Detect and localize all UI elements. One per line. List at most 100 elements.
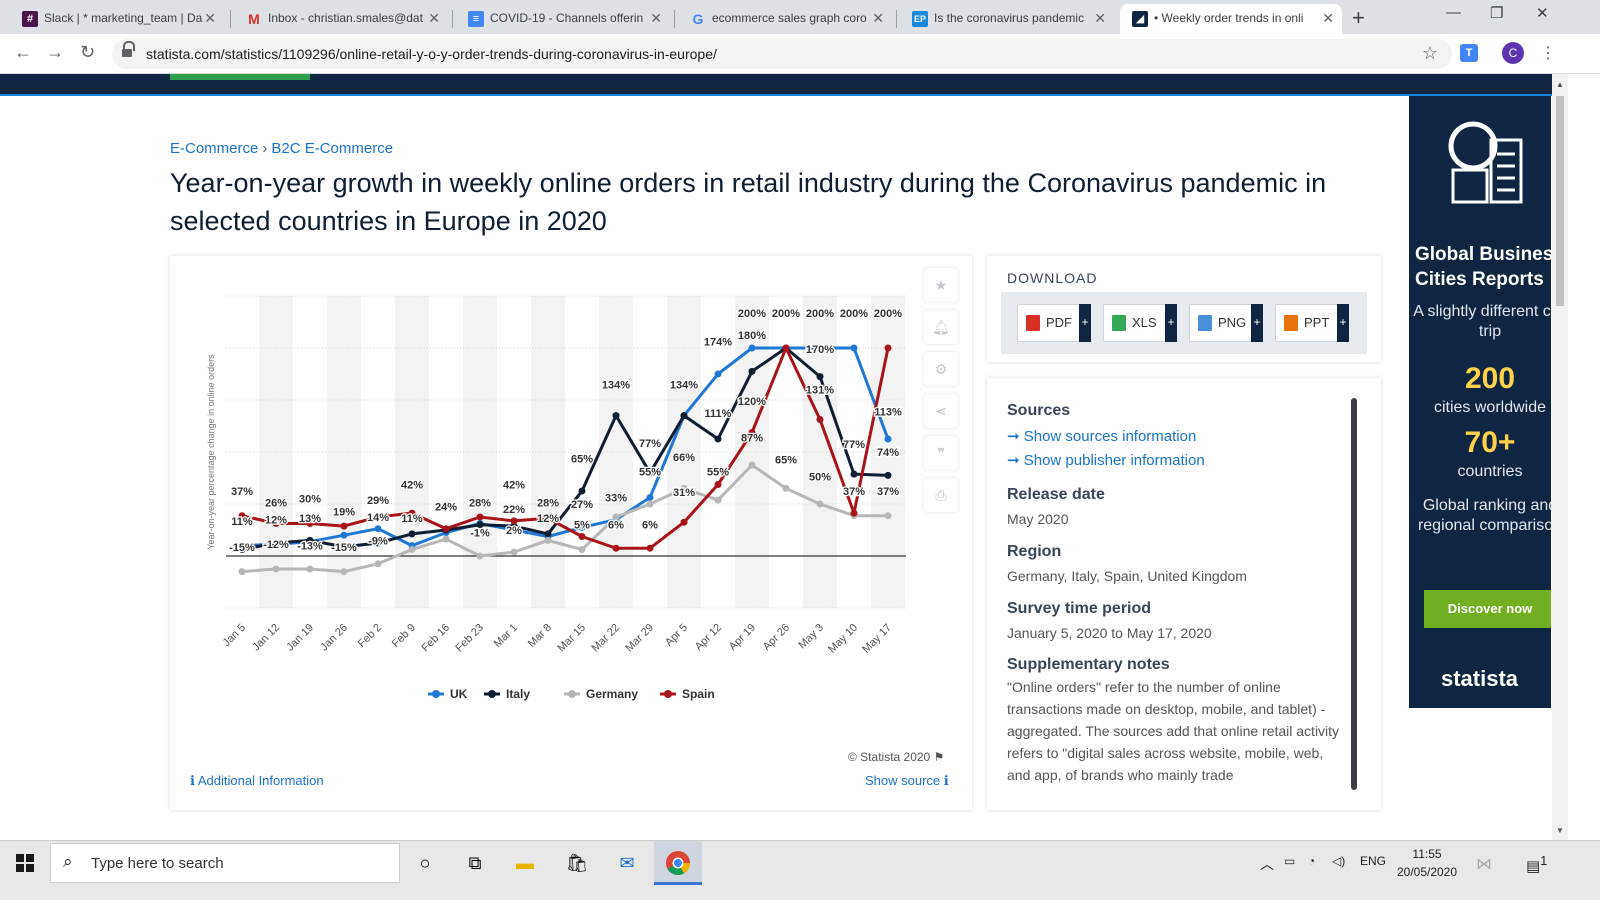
- x-tick-label: Apr 5: [663, 622, 690, 649]
- data-label: 12%: [265, 515, 287, 527]
- share-icon[interactable]: ⋖: [924, 394, 958, 428]
- tab-google[interactable]: G ecommerce sales graph coro ✕: [678, 4, 892, 34]
- action-center-icon[interactable]: ▤1: [1526, 854, 1548, 875]
- ink-workspace-icon[interactable]: ⋈: [1476, 856, 1492, 873]
- citation-quote-icon[interactable]: ❞: [924, 436, 958, 470]
- close-icon[interactable]: ✕: [428, 10, 440, 26]
- plus-icon[interactable]: +: [1251, 304, 1263, 342]
- data-label: 12%: [537, 513, 559, 525]
- windows-start-icon[interactable]: [16, 854, 34, 872]
- chrome-icon: [666, 851, 690, 876]
- close-icon[interactable]: ✕: [650, 10, 662, 26]
- cortana-icon[interactable]: ○: [419, 853, 431, 873]
- supplementary-notes-heading: Supplementary notes: [1007, 656, 1170, 673]
- breadcrumb-b2c[interactable]: B2C E-Commerce: [271, 140, 394, 157]
- scroll-up-icon[interactable]: ▲: [1556, 80, 1564, 89]
- download-ppt-button[interactable]: PPT +: [1275, 304, 1349, 342]
- x-tick-label: Apr 26: [761, 622, 792, 653]
- taskbar-search-box[interactable]: ⌕ Type here to search: [50, 843, 400, 883]
- chrome-taskbar-button[interactable]: [654, 841, 702, 885]
- battery-icon[interactable]: ▭: [1284, 854, 1296, 868]
- download-pdf-button[interactable]: PDF +: [1017, 304, 1091, 342]
- task-view-icon[interactable]: ⧉: [468, 853, 482, 873]
- data-label: 37%: [843, 486, 865, 498]
- mail-icon[interactable]: ✉: [619, 853, 635, 873]
- translate-extension-icon[interactable]: T: [1460, 44, 1478, 62]
- data-point-spain: [782, 344, 790, 352]
- close-icon[interactable]: ✕: [872, 10, 884, 26]
- wifi-icon[interactable]: ◔: [1308, 854, 1316, 868]
- tab-statista[interactable]: ◢ • Weekly order trends in onli ✕: [1120, 4, 1342, 34]
- reload-icon[interactable]: ↻: [80, 42, 96, 62]
- data-point-italy: [374, 539, 382, 547]
- tab-docs[interactable]: ≡ COVID-19 - Channels offerin ✕: [456, 4, 670, 34]
- plus-icon[interactable]: +: [1165, 304, 1177, 342]
- additional-information-link[interactable]: ℹ Additional Information: [190, 773, 324, 789]
- data-point-spain: [340, 522, 348, 530]
- chart-toolbar: ★ 🔔︎ ⚙ ⋖ ❞ ⎙: [924, 268, 958, 520]
- back-icon[interactable]: ←: [14, 42, 32, 62]
- forward-icon[interactable]: →: [46, 42, 64, 62]
- print-icon[interactable]: ⎙: [924, 478, 958, 512]
- data-point-spain: [884, 344, 892, 352]
- plus-icon[interactable]: +: [1337, 304, 1349, 342]
- system-clock[interactable]: 11:55 20/05/2020: [1396, 845, 1458, 881]
- new-tab-button[interactable]: +: [1352, 5, 1365, 30]
- address-bar[interactable]: statista.com/statistics/1109296/online-r…: [112, 39, 1452, 69]
- tab-gmail[interactable]: M Inbox - christian.smales@dat ✕: [234, 4, 448, 34]
- show-publisher-link[interactable]: ➞ Show publisher information: [1007, 452, 1205, 469]
- chart-band: [259, 296, 293, 608]
- data-point-germany: [680, 484, 688, 492]
- show-sources-link[interactable]: ➞ Show sources information: [1007, 428, 1197, 445]
- data-point-spain: [510, 517, 518, 525]
- data-label: 77%: [843, 439, 865, 451]
- settings-gear-icon[interactable]: ⚙: [924, 352, 958, 386]
- data-label: 174%: [704, 336, 732, 348]
- show-source-link[interactable]: Show source ℹ: [865, 773, 949, 789]
- ad-banner[interactable]: Global Business Cities Reports A slightl…: [1409, 96, 1551, 708]
- data-point-spain: [238, 512, 246, 520]
- maximize-button[interactable]: ❐: [1490, 5, 1504, 22]
- data-label: 200%: [806, 308, 834, 320]
- browser-toolbar: ← → ↻ statista.com/statistics/1109296/on…: [0, 34, 1600, 74]
- data-point-spain: [544, 514, 552, 522]
- window-close-button[interactable]: ✕: [1536, 5, 1549, 22]
- data-label: 5%: [574, 520, 590, 532]
- store-icon[interactable]: 🛍︎: [565, 853, 589, 873]
- favorite-star-icon[interactable]: ★: [924, 268, 958, 302]
- scroll-down-icon[interactable]: ▼: [1556, 826, 1564, 835]
- close-icon[interactable]: ✕: [204, 10, 216, 26]
- data-label: 111%: [705, 408, 732, 420]
- show-hidden-icons[interactable]: ︿: [1260, 856, 1274, 872]
- browser-menu-icon[interactable]: ⋮: [1540, 45, 1556, 62]
- notification-bell-icon[interactable]: 🔔︎: [924, 310, 958, 344]
- download-xls-button[interactable]: XLS +: [1103, 304, 1177, 342]
- language-indicator[interactable]: ENG: [1360, 854, 1387, 868]
- data-label: 30%: [299, 494, 321, 506]
- data-point-italy: [646, 469, 654, 477]
- data-label: 50%: [809, 472, 831, 484]
- profile-avatar[interactable]: C: [1502, 42, 1524, 64]
- breadcrumb-ecommerce[interactable]: E-Commerce: [170, 140, 259, 157]
- close-icon[interactable]: ✕: [1094, 10, 1106, 26]
- scroll-thumb[interactable]: [1556, 96, 1564, 306]
- x-tick-label: Jan 5: [221, 622, 249, 650]
- discover-now-button[interactable]: Discover now: [1424, 590, 1551, 628]
- plus-icon[interactable]: +: [1079, 304, 1091, 342]
- green-nav-button[interactable]: [170, 74, 310, 80]
- tab-ep[interactable]: EP Is the coronavirus pandemic ✕: [900, 4, 1114, 34]
- x-tick-label: Mar 29: [623, 622, 656, 655]
- page-scrollbar[interactable]: ▲ ▼: [1552, 74, 1568, 840]
- tab-slack[interactable]: # Slack | * marketing_team | Da ✕: [10, 4, 224, 34]
- data-label: 134%: [670, 379, 698, 391]
- file-explorer-icon[interactable]: ▬: [516, 853, 534, 873]
- volume-icon[interactable]: ◁): [1332, 854, 1346, 868]
- ep-icon: EP: [912, 11, 928, 27]
- download-png-button[interactable]: PNG +: [1189, 304, 1263, 342]
- x-tick-label: Apr 19: [727, 622, 758, 653]
- minimize-button[interactable]: —: [1446, 4, 1461, 21]
- info-scrollbar[interactable]: [1351, 398, 1357, 790]
- close-icon[interactable]: ✕: [1322, 10, 1334, 26]
- bookmark-star-icon[interactable]: ☆: [1421, 43, 1438, 63]
- data-label: 200%: [874, 308, 902, 320]
